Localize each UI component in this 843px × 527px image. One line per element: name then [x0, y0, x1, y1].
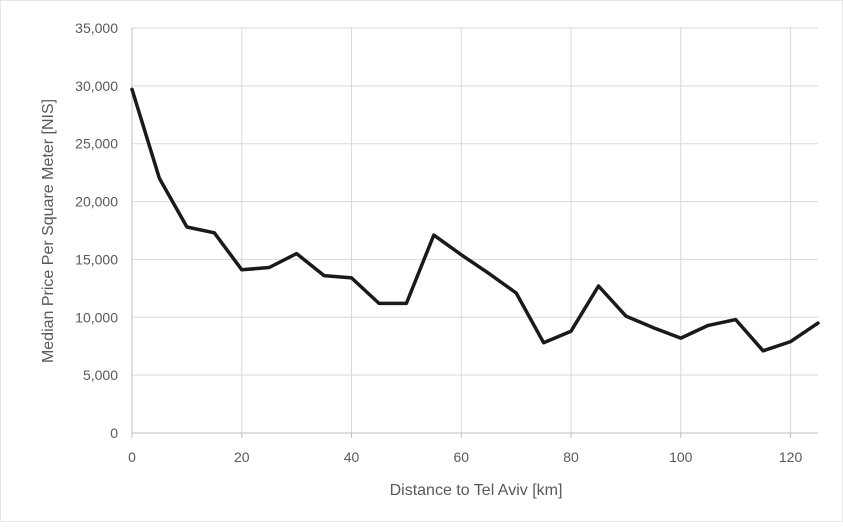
y-tick-label: 35,000 [75, 20, 118, 36]
y-tick-label: 20,000 [75, 194, 118, 210]
y-tick-label: 5,000 [83, 367, 118, 383]
y-tick-label: 30,000 [75, 78, 118, 94]
y-axis-title: Median Price Per Square Meter [NIS] [40, 99, 57, 363]
x-axis-title: Distance to Tel Aviv [km] [390, 482, 563, 499]
y-tick-label: 0 [110, 425, 118, 441]
x-tick-label: 80 [563, 449, 579, 465]
y-tick-label: 15,000 [75, 251, 118, 267]
y-tick-label: 10,000 [75, 309, 118, 325]
x-tick-label: 100 [669, 449, 693, 465]
x-tick-label: 40 [344, 449, 360, 465]
x-tick-label: 120 [779, 449, 803, 465]
x-tick-label: 0 [128, 449, 136, 465]
y-tick-label: 25,000 [75, 136, 118, 152]
x-tick-label: 20 [234, 449, 250, 465]
x-tick-label: 60 [453, 449, 469, 465]
